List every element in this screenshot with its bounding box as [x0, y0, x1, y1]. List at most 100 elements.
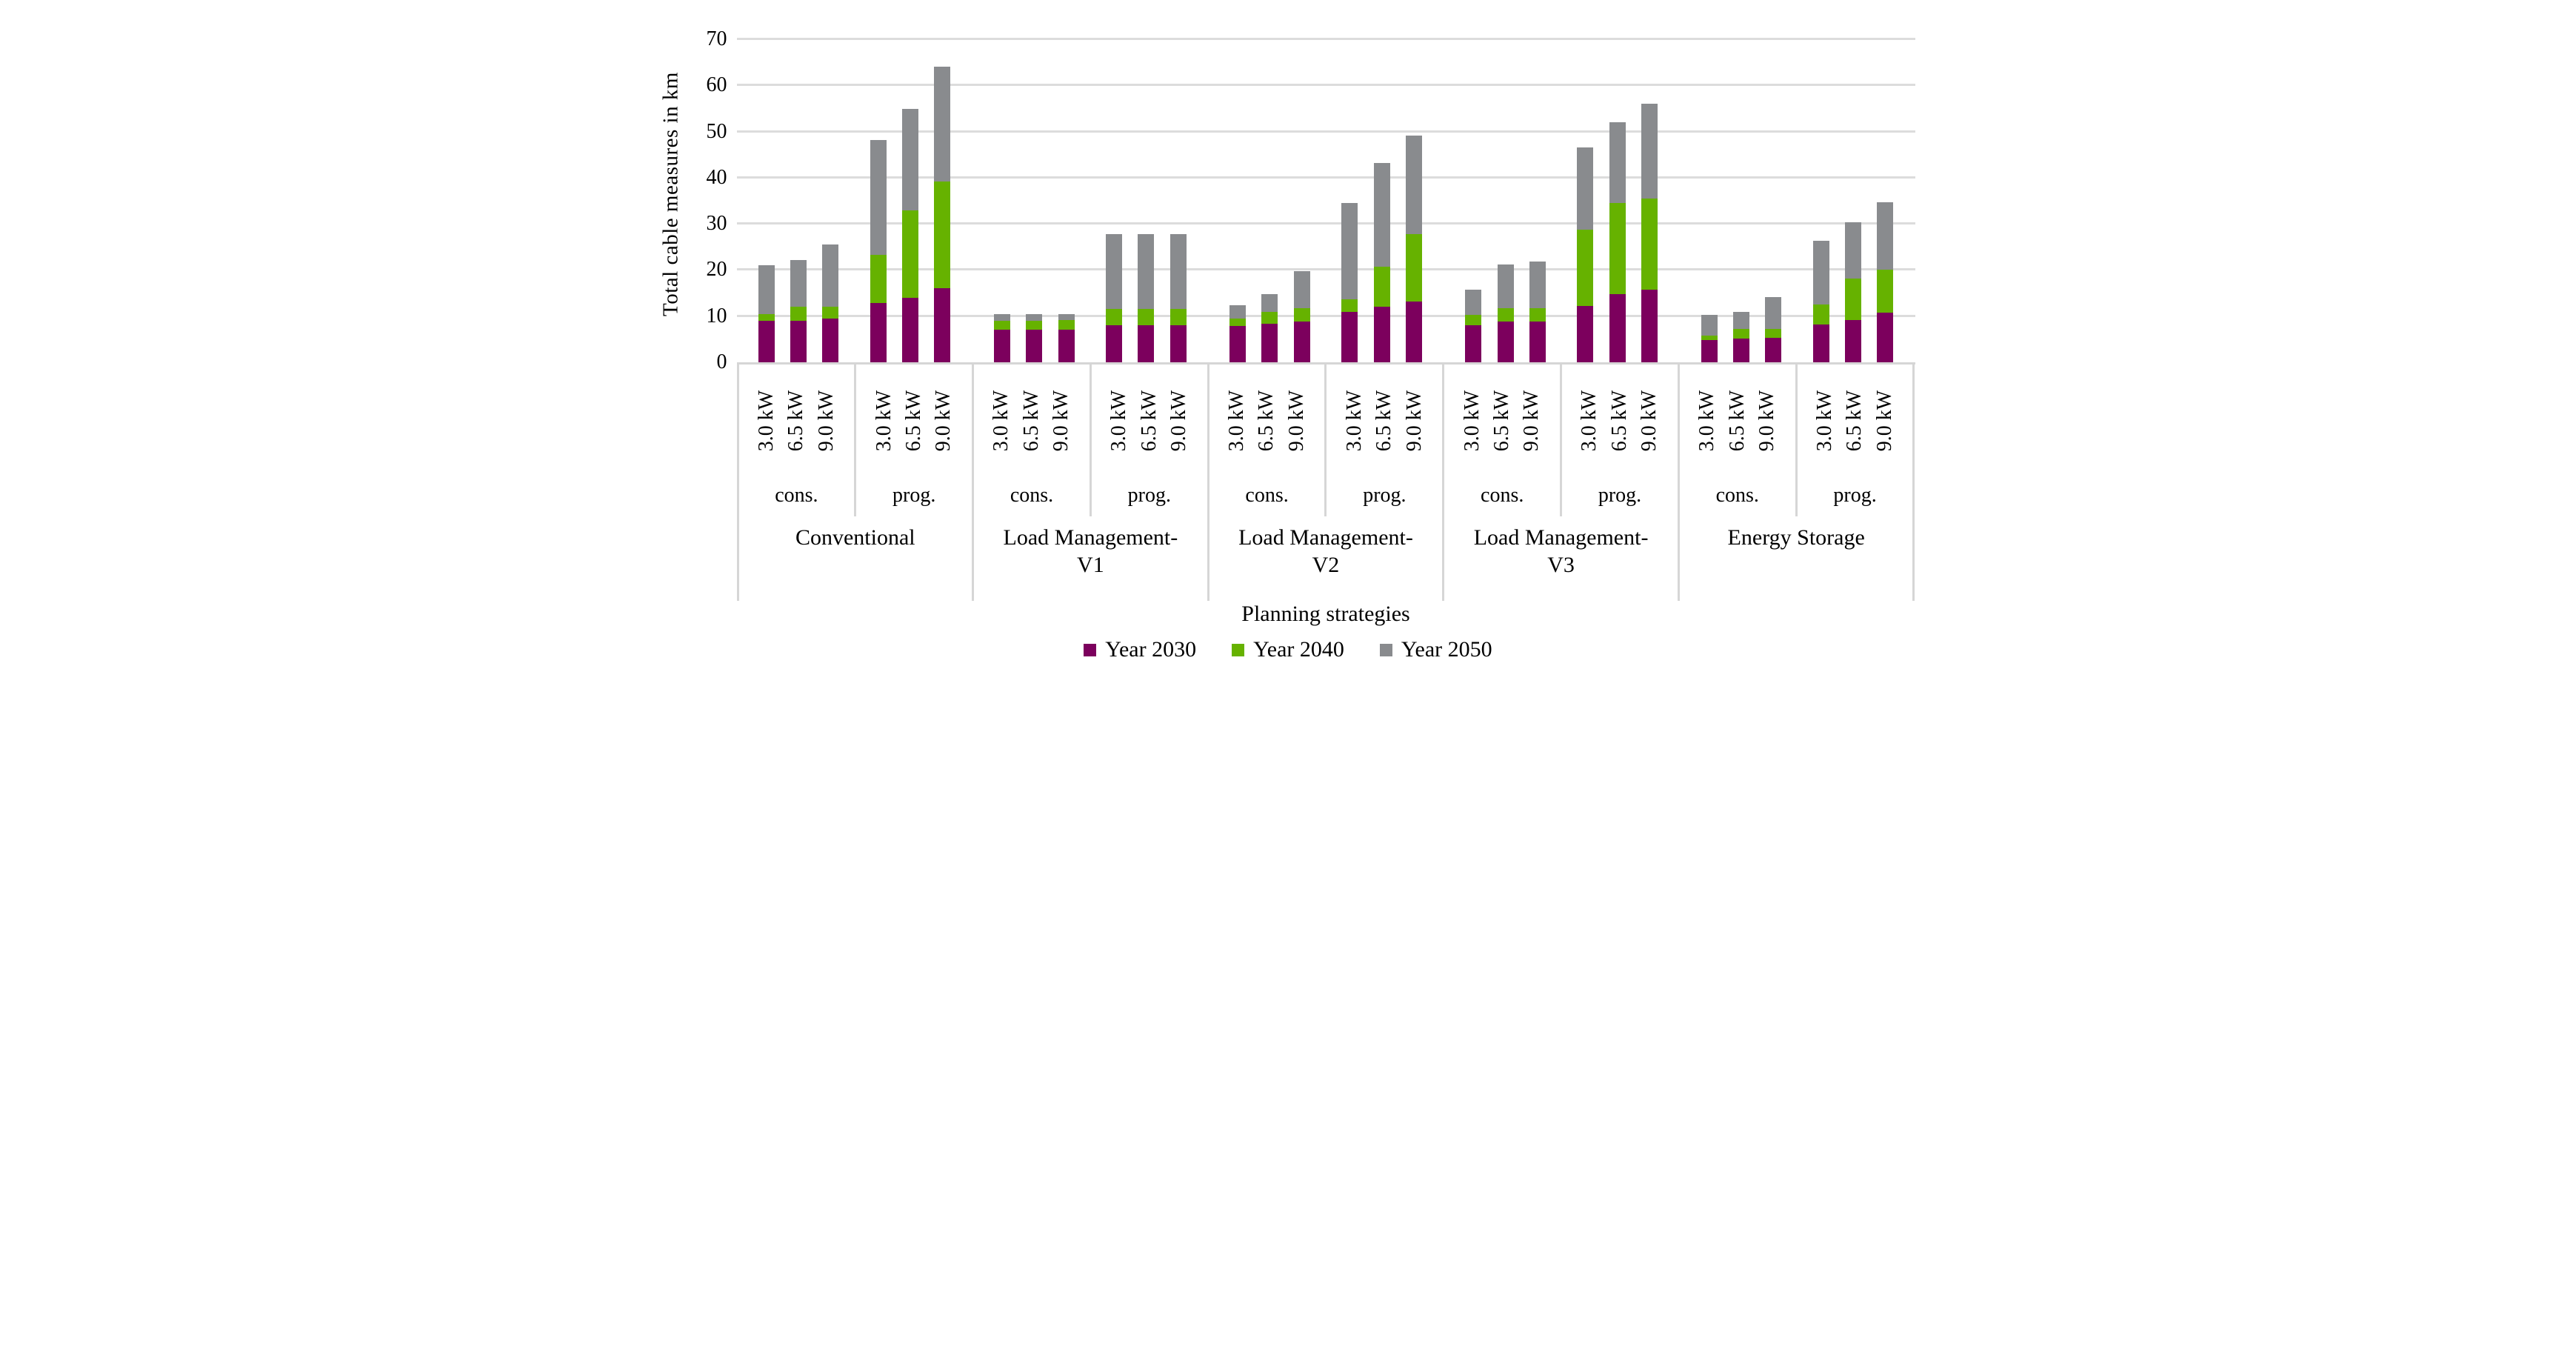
stacked-bar-conventional-prog-3.0 [870, 39, 887, 362]
kw-label-row: 3.0 kW 6.5 kW 9.0 kW [1444, 365, 1560, 477]
stacked-bar-conventional-prog-6.5 [902, 39, 919, 362]
kw-tick-label: 9.0 kW [1755, 390, 1779, 452]
bar-group-load-management-v2 [1208, 39, 1444, 362]
segment-year-2040 [1261, 312, 1278, 324]
segment-year-2040 [1465, 314, 1482, 326]
bar-subgroup-prog [1797, 39, 1909, 362]
kw-tick-label: 9.0 kW [1520, 390, 1544, 452]
y-tick-label: 10 [706, 304, 727, 327]
kw-label-row: 3.0 kW 6.5 kW 9.0 kW [1798, 365, 1913, 477]
bar-subgroup-prog [1090, 39, 1202, 362]
segment-year-2030 [1577, 306, 1594, 362]
segment-year-2030 [902, 297, 919, 362]
kw-tick-label: 3.0 kW [1460, 390, 1484, 452]
segment-year-2040 [1765, 328, 1782, 338]
segment-year-2030 [1229, 325, 1247, 362]
kw-tick-label-cell: 6.5 kW [902, 365, 925, 477]
y-tick-label: 30 [706, 212, 727, 236]
segment-year-2050 [758, 265, 775, 314]
legend: Year 2030 Year 2040 Year 2050 [644, 639, 1932, 661]
legend-item-year-2050: Year 2050 [1379, 639, 1492, 661]
segment-year-2050 [1529, 262, 1546, 308]
stacked-bar-load-management-v1-cons-9.0 [1058, 39, 1075, 362]
segment-year-2030 [1465, 325, 1482, 362]
segment-year-2030 [1609, 294, 1626, 362]
segment-year-2040 [870, 254, 887, 304]
kw-tick-label-cell: 9.0 kW [1403, 365, 1426, 477]
kw-tick-label: 9.0 kW [1872, 390, 1896, 452]
kw-tick-label: 6.5 kW [1019, 390, 1043, 452]
stacked-bar-load-management-v2-cons-6.5 [1261, 39, 1278, 362]
segment-year-2030 [822, 318, 839, 362]
segment-year-2030 [790, 320, 807, 362]
segment-year-2050 [1293, 270, 1310, 309]
kw-tick-label: 3.0 kW [1813, 390, 1837, 452]
segment-year-2050 [1641, 103, 1658, 199]
segment-year-2030 [1405, 302, 1422, 362]
bar-subgroup-prog [855, 39, 967, 362]
legend-item-year-2030: Year 2030 [1084, 639, 1196, 661]
segment-year-2050 [1026, 313, 1043, 321]
segment-year-2040 [1169, 309, 1187, 326]
bar-group-conventional [737, 39, 972, 362]
kw-tick-label-cell: 6.5 kW [1255, 365, 1278, 477]
kw-tick-label-cell: 9.0 kW [1638, 365, 1661, 477]
segment-year-2050 [1877, 202, 1894, 270]
stacked-bar-load-management-v3-cons-3.0 [1465, 39, 1482, 362]
kw-label-row: 3.0 kW 6.5 kW 9.0 kW [739, 365, 855, 477]
segment-year-2030 [1169, 325, 1187, 362]
segment-year-2050 [1261, 294, 1278, 313]
segment-year-2050 [1765, 297, 1782, 329]
legend-item-year-2040: Year 2040 [1232, 639, 1344, 661]
legend-swatch-year-2050 [1379, 643, 1392, 656]
segment-year-2030 [1732, 338, 1749, 362]
kw-tick-label-cell: 3.0 kW [872, 365, 895, 477]
gridline-30 [736, 222, 1915, 225]
segment-year-2040 [1058, 320, 1075, 330]
x-group-load-management-v1: 3.0 kW 6.5 kW 9.0 kW cons. 3.0 kW 6.5 kW 9.0 k… [972, 365, 1207, 601]
kw-tick-label: 3.0 kW [1578, 390, 1601, 452]
x-group-energy-storage: 3.0 kW 6.5 kW 9.0 kW cons. 3.0 kW 6.5 kW 9.0 k… [1677, 365, 1915, 601]
kw-tick-label: 6.5 kW [1255, 390, 1278, 452]
segment-year-2030 [1026, 330, 1043, 362]
segment-year-2030 [758, 320, 775, 362]
segment-year-2030 [1138, 325, 1155, 362]
bar-subgroup-cons [1214, 39, 1326, 362]
segment-year-2040 [1529, 307, 1546, 322]
kw-tick-label-cell: 3.0 kW [1813, 365, 1836, 477]
y-tick-label: 40 [706, 165, 727, 189]
segment-year-2040 [1106, 309, 1123, 326]
stacked-bar-conventional-cons-3.0 [758, 39, 775, 362]
segment-year-2050 [1732, 312, 1749, 330]
subgroup-label-row: 3.0 kW 6.5 kW 9.0 kW cons. 3.0 kW 6.5 kW 9.0 k… [739, 365, 972, 516]
kw-tick-label-cell: 3.0 kW [1107, 365, 1130, 477]
kw-tick-label: 3.0 kW [1342, 390, 1366, 452]
subgroup-label: prog. [1598, 484, 1642, 507]
segment-year-2050 [1465, 289, 1482, 315]
kw-tick-label-cell: 9.0 kW [1873, 365, 1896, 477]
stacked-bar-chart: Total cable measures in km 0 10 20 30 40 50 60… [644, 0, 1932, 679]
group-label: Load Management- V3 [1473, 525, 1649, 577]
stacked-bar-load-management-v2-prog-6.5 [1373, 39, 1390, 362]
segment-year-2030 [1529, 321, 1546, 362]
segment-year-2040 [790, 307, 807, 321]
segment-year-2050 [1106, 233, 1123, 310]
segment-year-2050 [1169, 233, 1187, 310]
kw-tick-label: 6.5 kW [902, 390, 926, 452]
kw-tick-label-cell: 6.5 kW [1726, 365, 1749, 477]
segment-year-2030 [1058, 329, 1075, 362]
segment-year-2030 [1877, 313, 1894, 362]
y-tick-label: 20 [706, 258, 727, 282]
segment-year-2050 [1341, 203, 1358, 299]
subgroup-label: cons. [1245, 484, 1289, 507]
kw-tick-label: 6.5 kW [784, 390, 808, 452]
stacked-bar-load-management-v3-cons-9.0 [1529, 39, 1546, 362]
bar-group-energy-storage [1679, 39, 1915, 362]
legend-swatch-year-2030 [1084, 643, 1097, 656]
bar-subgroup-cons [743, 39, 855, 362]
segment-year-2030 [1812, 324, 1829, 362]
kw-label-row: 3.0 kW 6.5 kW 9.0 kW [1680, 365, 1795, 477]
stacked-bar-load-management-v3-prog-3.0 [1577, 39, 1594, 362]
kw-tick-label-cell: 3.0 kW [1695, 365, 1718, 477]
segment-year-2030 [993, 330, 1010, 362]
